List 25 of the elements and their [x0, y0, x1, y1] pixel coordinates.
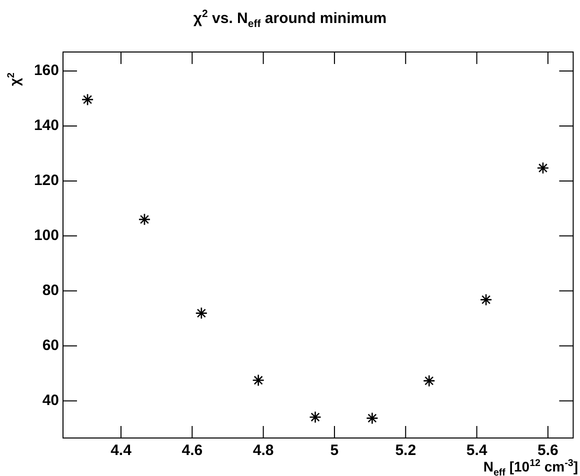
point [195, 307, 208, 320]
x-tick-label: 5.2 [395, 442, 416, 460]
point [309, 410, 322, 424]
x-axis-title: N$_{eff}$ [10$^{12}$ cm$^{-3}$] [483, 458, 578, 476]
x-tick-label: 4.6 [182, 442, 203, 460]
point [366, 412, 378, 424]
chart-title: χ$^{2}$ vs. N$_{eff}$ around minimum [192, 8, 388, 30]
x-tick-label: 5.4 [466, 442, 488, 460]
point [252, 374, 264, 386]
point [81, 93, 94, 106]
y-tick-label: 140 [34, 117, 59, 134]
y-tick-label: 80 [42, 282, 59, 300]
y-tick-label: 60 [42, 337, 59, 354]
y-tick-label: 160 [34, 62, 59, 80]
point [536, 162, 550, 174]
y-tick-label: 120 [34, 172, 59, 190]
x-tick-label: 4.4 [110, 442, 132, 460]
y-tick-label: 40 [42, 392, 59, 410]
x-tick-label: 4.8 [252, 442, 274, 460]
point [138, 213, 151, 226]
point [422, 374, 436, 387]
y-tick-label: 100 [34, 227, 59, 244]
x-tick-label: 5.6 [538, 442, 558, 460]
x-tick-label: 5 [330, 442, 339, 460]
point [480, 294, 492, 306]
